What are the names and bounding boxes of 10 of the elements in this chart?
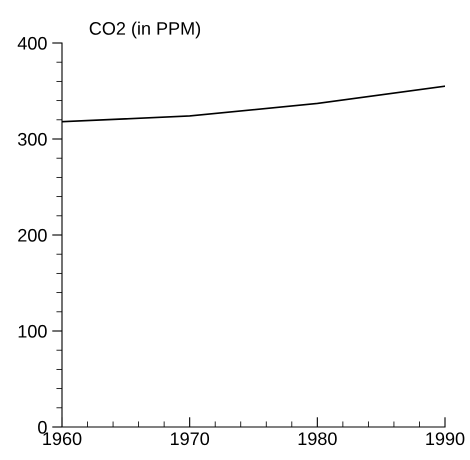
y-tick-label: 400 (18, 36, 47, 50)
y-tick-label: 0 (38, 420, 47, 434)
x-tick-label: 1980 (298, 432, 337, 446)
x-tick-label: 1970 (170, 432, 210, 446)
y-tick-label: 100 (18, 324, 47, 338)
y-tick-label: 200 (18, 228, 47, 242)
x-tick-label: 1960 (43, 432, 82, 446)
x-tick-label: 1990 (426, 432, 464, 446)
chart-title: CO2 (in PPM) (90, 22, 200, 38)
y-tick-label: 300 (18, 132, 47, 146)
